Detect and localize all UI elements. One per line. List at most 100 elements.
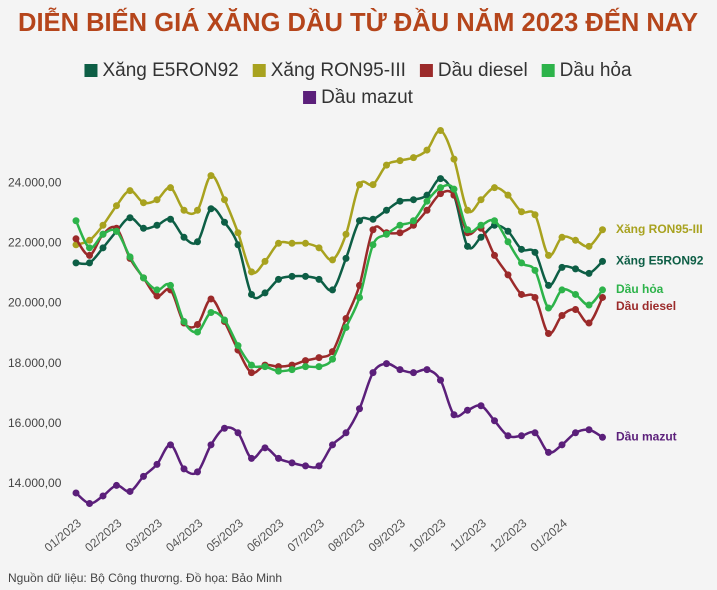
- data-point: [315, 462, 323, 470]
- data-point: [423, 366, 431, 374]
- x-tick-label: 05/2023: [204, 516, 246, 555]
- data-point: [207, 205, 215, 213]
- data-point: [342, 429, 350, 437]
- data-point: [194, 328, 201, 336]
- data-point: [585, 426, 593, 434]
- data-point: [180, 465, 188, 473]
- data-point: [221, 196, 228, 204]
- data-point: [261, 444, 269, 452]
- data-point: [99, 244, 107, 252]
- data-point: [140, 472, 147, 480]
- data-point: [302, 239, 309, 247]
- data-point: [356, 217, 363, 225]
- legend-item: Xăng E5RON92: [84, 60, 239, 81]
- x-tick-label: 11/2023: [447, 516, 489, 554]
- data-point: [342, 315, 350, 322]
- data-point: [396, 366, 404, 374]
- data-point: [221, 424, 228, 432]
- data-point: [248, 268, 255, 276]
- data-point: [153, 286, 161, 294]
- data-point: [531, 293, 539, 301]
- data-point: [302, 363, 309, 371]
- x-tick-label: 07/2023: [285, 516, 327, 555]
- data-point: [437, 190, 444, 198]
- data-point: [491, 217, 498, 225]
- data-point: [99, 230, 107, 238]
- data-point: [558, 311, 566, 319]
- data-point: [369, 241, 377, 249]
- data-point: [86, 251, 93, 259]
- data-point: [288, 272, 296, 280]
- data-point: [167, 281, 174, 289]
- data-point: [464, 242, 471, 250]
- data-point: [477, 233, 485, 241]
- data-point: [423, 197, 431, 205]
- data-point: [288, 366, 296, 374]
- end-label: Xăng E5RON92: [616, 254, 704, 268]
- y-tick-label: 20.000,00: [8, 296, 62, 310]
- x-tick-label: 01/2024: [528, 516, 570, 555]
- data-point: [464, 226, 471, 234]
- data-point: [599, 257, 606, 265]
- data-point: [477, 402, 485, 410]
- data-point: [315, 275, 323, 283]
- data-point: [558, 441, 566, 449]
- data-point: [72, 489, 80, 497]
- data-point: [194, 238, 201, 246]
- data-point: [329, 355, 336, 363]
- data-point: [302, 462, 309, 470]
- data-point: [410, 217, 417, 225]
- y-tick-label: 22.000,00: [8, 235, 62, 249]
- data-point: [207, 441, 215, 449]
- data-point: [356, 293, 363, 301]
- data-point: [396, 229, 404, 237]
- legend-label: Xăng RON95-III: [271, 60, 406, 81]
- y-tick-label: 18.000,00: [8, 356, 62, 370]
- data-point: [180, 206, 188, 214]
- data-point: [140, 224, 147, 232]
- data-point: [288, 239, 296, 247]
- series-line: [74, 189, 604, 375]
- data-point: [275, 275, 282, 283]
- end-label: Dầu hỏa: [616, 282, 664, 296]
- legend-swatch: [419, 64, 433, 77]
- data-point: [86, 499, 93, 507]
- data-point: [545, 330, 552, 338]
- data-point: [383, 161, 390, 169]
- data-point: [531, 211, 539, 219]
- data-point: [275, 454, 282, 462]
- data-point: [288, 459, 296, 467]
- data-point: [126, 214, 134, 222]
- data-point: [518, 432, 525, 440]
- data-point: [572, 305, 579, 313]
- data-point: [599, 226, 606, 234]
- data-point: [504, 238, 512, 246]
- data-point: [180, 318, 188, 326]
- data-point: [491, 417, 498, 425]
- legend-swatch: [541, 64, 555, 77]
- data-point: [113, 202, 120, 210]
- data-point: [315, 354, 323, 362]
- legend-label: Dầu diesel: [438, 60, 528, 81]
- data-point: [248, 290, 255, 298]
- data-point: [207, 295, 215, 303]
- legend-item: Dầu mazut: [303, 87, 414, 108]
- data-point: [531, 248, 539, 256]
- data-point: [396, 221, 404, 229]
- data-point: [437, 175, 444, 183]
- legend-item: Dầu diesel: [419, 60, 528, 81]
- data-point: [180, 233, 188, 241]
- data-point: [383, 230, 390, 238]
- data-point: [86, 244, 93, 252]
- data-point: [194, 468, 201, 476]
- data-point: [423, 206, 431, 214]
- data-point: [113, 481, 120, 489]
- data-point: [572, 290, 579, 298]
- data-point: [558, 286, 566, 294]
- data-point: [369, 369, 377, 377]
- data-point: [504, 271, 512, 279]
- data-point: [194, 321, 201, 329]
- data-point: [329, 256, 336, 264]
- legend-item: Xăng RON95-III: [252, 60, 406, 81]
- legend-label: Dầu hỏa: [560, 60, 632, 81]
